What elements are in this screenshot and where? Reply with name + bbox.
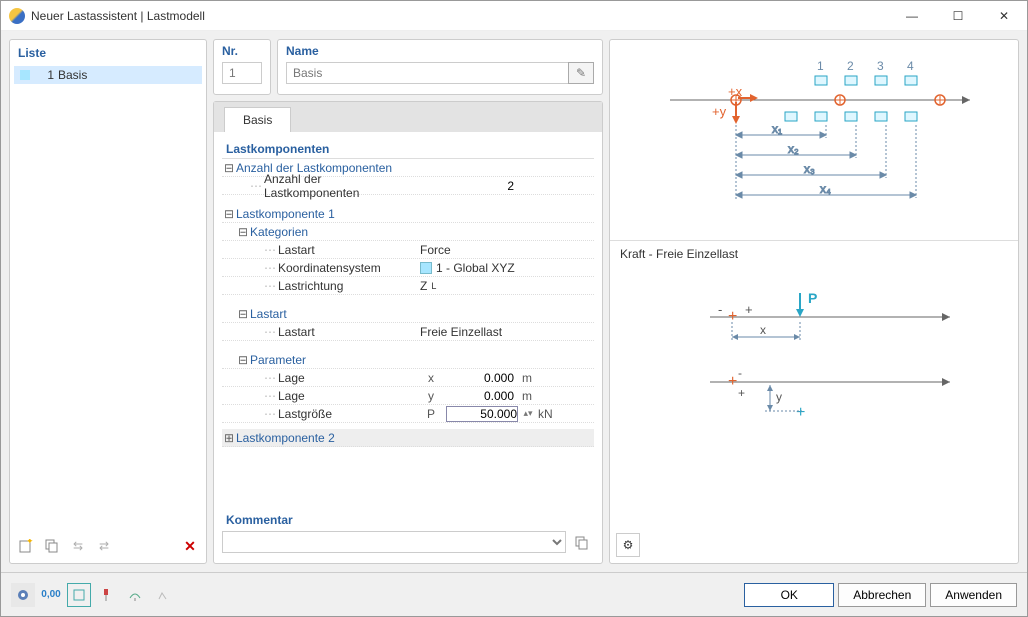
tab-area: Basis Lastkomponenten ⊟ Anzahl der Lastk… [213, 101, 603, 564]
tabstrip: Basis [214, 102, 602, 132]
group-lk2[interactable]: ⊞ Lastkomponente 2 [222, 429, 594, 447]
row-lastart[interactable]: ⋯ Lastart Force [222, 241, 594, 259]
footer-tool-3-icon[interactable] [67, 583, 91, 607]
section-lastkomponenten: Lastkomponenten [222, 138, 594, 159]
tree: ⊟ Anzahl der Lastkomponenten ⋯ Anzahl de… [222, 159, 594, 447]
svg-text:-: - [738, 366, 742, 380]
edit-name-icon[interactable]: ✎ [568, 62, 594, 84]
footer-tool-1-icon[interactable] [11, 583, 35, 607]
content-area: Liste 1 Basis ✦ ⇆ ⇄ ✕ Nr. 1 Name [1, 31, 1027, 572]
link2-icon[interactable]: ⇄ [92, 534, 116, 558]
svg-text:+: + [796, 404, 805, 421]
svg-text:3: 3 [877, 59, 884, 73]
name-box: Name Basis ✎ [277, 39, 603, 95]
tab-basis[interactable]: Basis [224, 107, 291, 132]
row-koord[interactable]: ⋯ Koordinatensystem 1 - Global XYZ [222, 259, 594, 277]
preview-bottom-diagram: - + + P x + - + [610, 267, 1018, 563]
expand-icon[interactable]: ⊞ [222, 431, 236, 445]
titlebar: Neuer Lastassistent | Lastmodell — ☐ ✕ [1, 1, 1027, 31]
svg-text:1: 1 [817, 59, 824, 73]
kommentar-select[interactable] [222, 531, 566, 553]
svg-text:x₃: x₃ [804, 162, 815, 176]
nr-value: 1 [222, 62, 262, 84]
tab-body: Lastkomponenten ⊟ Anzahl der Lastkompone… [214, 132, 602, 505]
group-parameter[interactable]: ⊟ Parameter [222, 351, 594, 369]
collapse-icon[interactable]: ⊟ [236, 307, 250, 321]
svg-text:x₄: x₄ [820, 182, 831, 196]
row-anzahl[interactable]: ⋯ Anzahl der Lastkomponenten 2 [222, 177, 594, 195]
group-lk1[interactable]: ⊟ Lastkomponente 1 [222, 205, 594, 223]
list-panel: Liste 1 Basis ✦ ⇆ ⇄ ✕ [9, 39, 207, 564]
kommentar-label: Kommentar [222, 509, 594, 529]
group-lastart[interactable]: ⊟ Lastart [222, 305, 594, 323]
name-input[interactable]: Basis ✎ [286, 62, 594, 84]
window-title: Neuer Lastassistent | Lastmodell [31, 9, 889, 23]
row-lastgroesse[interactable]: ⋯ Lastgröße P ▴▾ kN [222, 405, 594, 423]
svg-text:x₁: x₁ [772, 122, 782, 136]
name-value-text: Basis [293, 66, 322, 80]
kommentar-section: Kommentar [214, 505, 602, 563]
footer: 0,00 OK Abbrechen Anwenden [1, 572, 1027, 616]
list-body: 1 Basis [10, 64, 206, 563]
ok-button[interactable]: OK [744, 583, 834, 607]
nr-box: Nr. 1 [213, 39, 271, 95]
link-icon[interactable]: ⇆ [66, 534, 90, 558]
footer-tool-6-icon[interactable] [151, 583, 175, 607]
svg-text:4: 4 [907, 59, 914, 73]
list-item-number: 1 [34, 68, 54, 82]
svg-text:+: + [728, 308, 737, 325]
svg-text:2: 2 [847, 59, 854, 73]
delete-icon[interactable]: ✕ [178, 534, 202, 558]
svg-text:✦: ✦ [26, 539, 33, 546]
nr-label: Nr. [222, 44, 262, 58]
svg-text:x₂: x₂ [788, 142, 799, 156]
collapse-icon[interactable]: ⊟ [222, 161, 236, 175]
svg-text:-: - [718, 302, 722, 317]
preview-bottom-title: Kraft - Freie Einzellast [610, 241, 1018, 267]
kommentar-copy-icon[interactable] [570, 531, 594, 555]
collapse-icon[interactable]: ⊟ [236, 225, 250, 239]
svg-text:P: P [808, 290, 817, 306]
row-lastrichtung[interactable]: ⋯ Lastrichtung ZL [222, 277, 594, 295]
preview-panel: +x +y 1234 [609, 39, 1019, 564]
list-item-icon [20, 70, 30, 80]
coord-color-icon [420, 262, 432, 274]
row-lage-x[interactable]: ⋯ Lage x0.000m [222, 369, 594, 387]
list-header: Liste [10, 40, 206, 64]
collapse-icon[interactable]: ⊟ [222, 207, 236, 221]
preview-top-diagram: +x +y 1234 [610, 40, 1018, 241]
app-icon [9, 8, 25, 24]
minimize-button[interactable]: — [889, 1, 935, 31]
svg-text:+y: +y [712, 104, 727, 119]
group-kategorien[interactable]: ⊟ Kategorien [222, 223, 594, 241]
svg-text:+: + [738, 386, 745, 400]
list-item[interactable]: 1 Basis [14, 66, 202, 84]
footer-tool-2-icon[interactable]: 0,00 [39, 583, 63, 607]
lastgroesse-input[interactable] [446, 406, 518, 422]
svg-text:y: y [776, 390, 782, 404]
apply-button[interactable]: Anwenden [930, 583, 1017, 607]
preview-settings-icon[interactable]: ⚙ [616, 533, 640, 557]
copy-icon[interactable] [40, 534, 64, 558]
maximize-button[interactable]: ☐ [935, 1, 981, 31]
footer-tool-4-icon[interactable] [95, 583, 119, 607]
row-lage-y[interactable]: ⋯ Lage y0.000m [222, 387, 594, 405]
mid-panel: Nr. 1 Name Basis ✎ Basis Lastkomponenten… [213, 39, 603, 564]
collapse-icon[interactable]: ⊟ [236, 353, 250, 367]
svg-text:+: + [728, 373, 737, 390]
spinner-icon[interactable]: ▴▾ [522, 408, 534, 419]
list-toolbar: ✦ ⇆ ⇄ ✕ [14, 533, 202, 559]
close-button[interactable]: ✕ [981, 1, 1027, 31]
svg-text:x: x [760, 323, 766, 337]
cancel-button[interactable]: Abbrechen [838, 583, 926, 607]
list-item-label: Basis [58, 68, 87, 82]
name-label: Name [286, 44, 594, 58]
new-icon[interactable]: ✦ [14, 534, 38, 558]
svg-text:+: + [745, 302, 753, 317]
row-lastart2[interactable]: ⋯ Lastart Freie Einzellast [222, 323, 594, 341]
footer-tool-5-icon[interactable] [123, 583, 147, 607]
